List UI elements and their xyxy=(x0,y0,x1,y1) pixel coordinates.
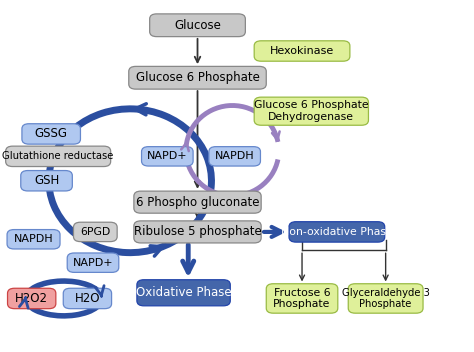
Text: Non-oxidative Phase: Non-oxidative Phase xyxy=(281,227,393,237)
Text: Fructose 6
Phosphate: Fructose 6 Phosphate xyxy=(273,288,331,309)
Text: Oxidative Phase: Oxidative Phase xyxy=(136,286,231,299)
FancyBboxPatch shape xyxy=(137,280,230,306)
FancyBboxPatch shape xyxy=(134,191,261,213)
FancyBboxPatch shape xyxy=(8,288,56,309)
FancyBboxPatch shape xyxy=(67,253,119,272)
Text: NAPD+: NAPD+ xyxy=(73,258,113,268)
Text: NAPD+: NAPD+ xyxy=(147,151,188,161)
FancyBboxPatch shape xyxy=(254,41,350,61)
Text: Glutathione reductase: Glutathione reductase xyxy=(2,151,114,161)
Text: Ribulose 5 phosphate: Ribulose 5 phosphate xyxy=(134,225,261,238)
FancyBboxPatch shape xyxy=(129,67,266,89)
FancyBboxPatch shape xyxy=(348,284,423,313)
Text: GSSG: GSSG xyxy=(35,127,68,140)
Text: Glucose 6 Phosphate: Glucose 6 Phosphate xyxy=(136,71,259,84)
Text: H2O: H2O xyxy=(75,292,100,305)
FancyBboxPatch shape xyxy=(150,14,246,37)
Text: NAPDH: NAPDH xyxy=(215,151,255,161)
Text: 6PGD: 6PGD xyxy=(80,227,110,237)
FancyBboxPatch shape xyxy=(266,284,338,313)
FancyBboxPatch shape xyxy=(7,230,60,249)
Text: Hexokinase: Hexokinase xyxy=(270,46,334,56)
FancyBboxPatch shape xyxy=(6,146,110,166)
FancyBboxPatch shape xyxy=(254,97,368,125)
FancyBboxPatch shape xyxy=(21,171,73,191)
FancyBboxPatch shape xyxy=(142,147,193,166)
Text: GSH: GSH xyxy=(34,174,59,187)
FancyBboxPatch shape xyxy=(22,124,81,144)
Text: Glucose 6 Phosphate
Dehydrogenase: Glucose 6 Phosphate Dehydrogenase xyxy=(254,100,369,122)
FancyBboxPatch shape xyxy=(63,288,111,309)
Text: H2O2: H2O2 xyxy=(15,292,48,305)
Text: NAPDH: NAPDH xyxy=(14,234,54,244)
FancyBboxPatch shape xyxy=(209,147,260,166)
Text: Glucose: Glucose xyxy=(174,19,221,32)
Text: Glyceraldehyde 3
Phosphate: Glyceraldehyde 3 Phosphate xyxy=(342,288,429,309)
FancyBboxPatch shape xyxy=(289,222,385,242)
FancyBboxPatch shape xyxy=(134,221,261,243)
Text: 6 Phospho gluconate: 6 Phospho gluconate xyxy=(136,196,259,209)
FancyBboxPatch shape xyxy=(73,222,117,241)
